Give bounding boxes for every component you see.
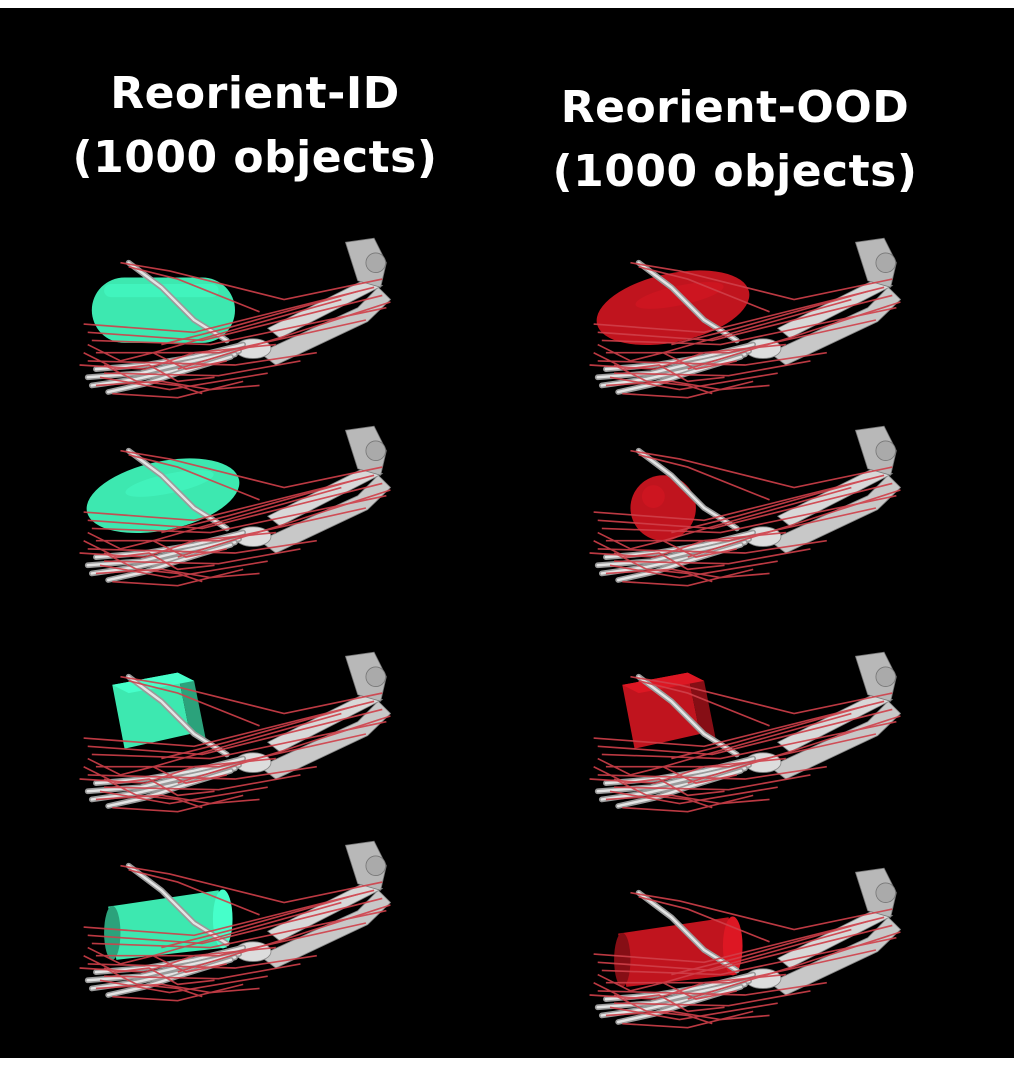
object-cube (622, 672, 717, 749)
column-title-line1: Reorient-OOD (560, 82, 910, 133)
hand-illustration (79, 237, 392, 399)
column-title-id: Reorient-ID (1000 objects) (40, 62, 470, 190)
column-title-line2: (1000 objects) (552, 146, 918, 197)
hand-model (589, 425, 902, 587)
panel-ood-row-2 (545, 418, 945, 598)
hand-model (589, 651, 902, 813)
hand-illustration (589, 237, 902, 399)
hand-model (79, 840, 392, 1002)
panel-ood-row-1 (545, 230, 945, 410)
hand-illustration (589, 425, 902, 587)
panel-ood-row-3 (545, 644, 945, 824)
panel-id-row-4 (35, 833, 435, 1013)
figure-frame: Reorient-ID (1000 objects) Reorient-OOD … (0, 8, 1014, 1058)
hand-model (79, 237, 392, 399)
hand-illustration (589, 867, 902, 1029)
hand-model (79, 425, 392, 587)
hand-model (589, 867, 902, 1029)
hand-illustration (79, 651, 392, 813)
column-title-line2: (1000 objects) (72, 132, 438, 183)
object-cube (112, 672, 207, 749)
hand-illustration (79, 425, 392, 587)
hand-model (79, 651, 392, 813)
column-title-line1: Reorient-ID (110, 68, 400, 119)
panel-id-row-2 (35, 418, 435, 598)
hand-model (589, 237, 902, 399)
column-title-ood: Reorient-OOD (1000 objects) (520, 76, 950, 204)
panel-id-row-3 (35, 644, 435, 824)
panel-ood-row-4 (545, 860, 945, 1040)
hand-illustration (589, 651, 902, 813)
panel-id-row-1 (35, 230, 435, 410)
hand-illustration (79, 840, 392, 1002)
